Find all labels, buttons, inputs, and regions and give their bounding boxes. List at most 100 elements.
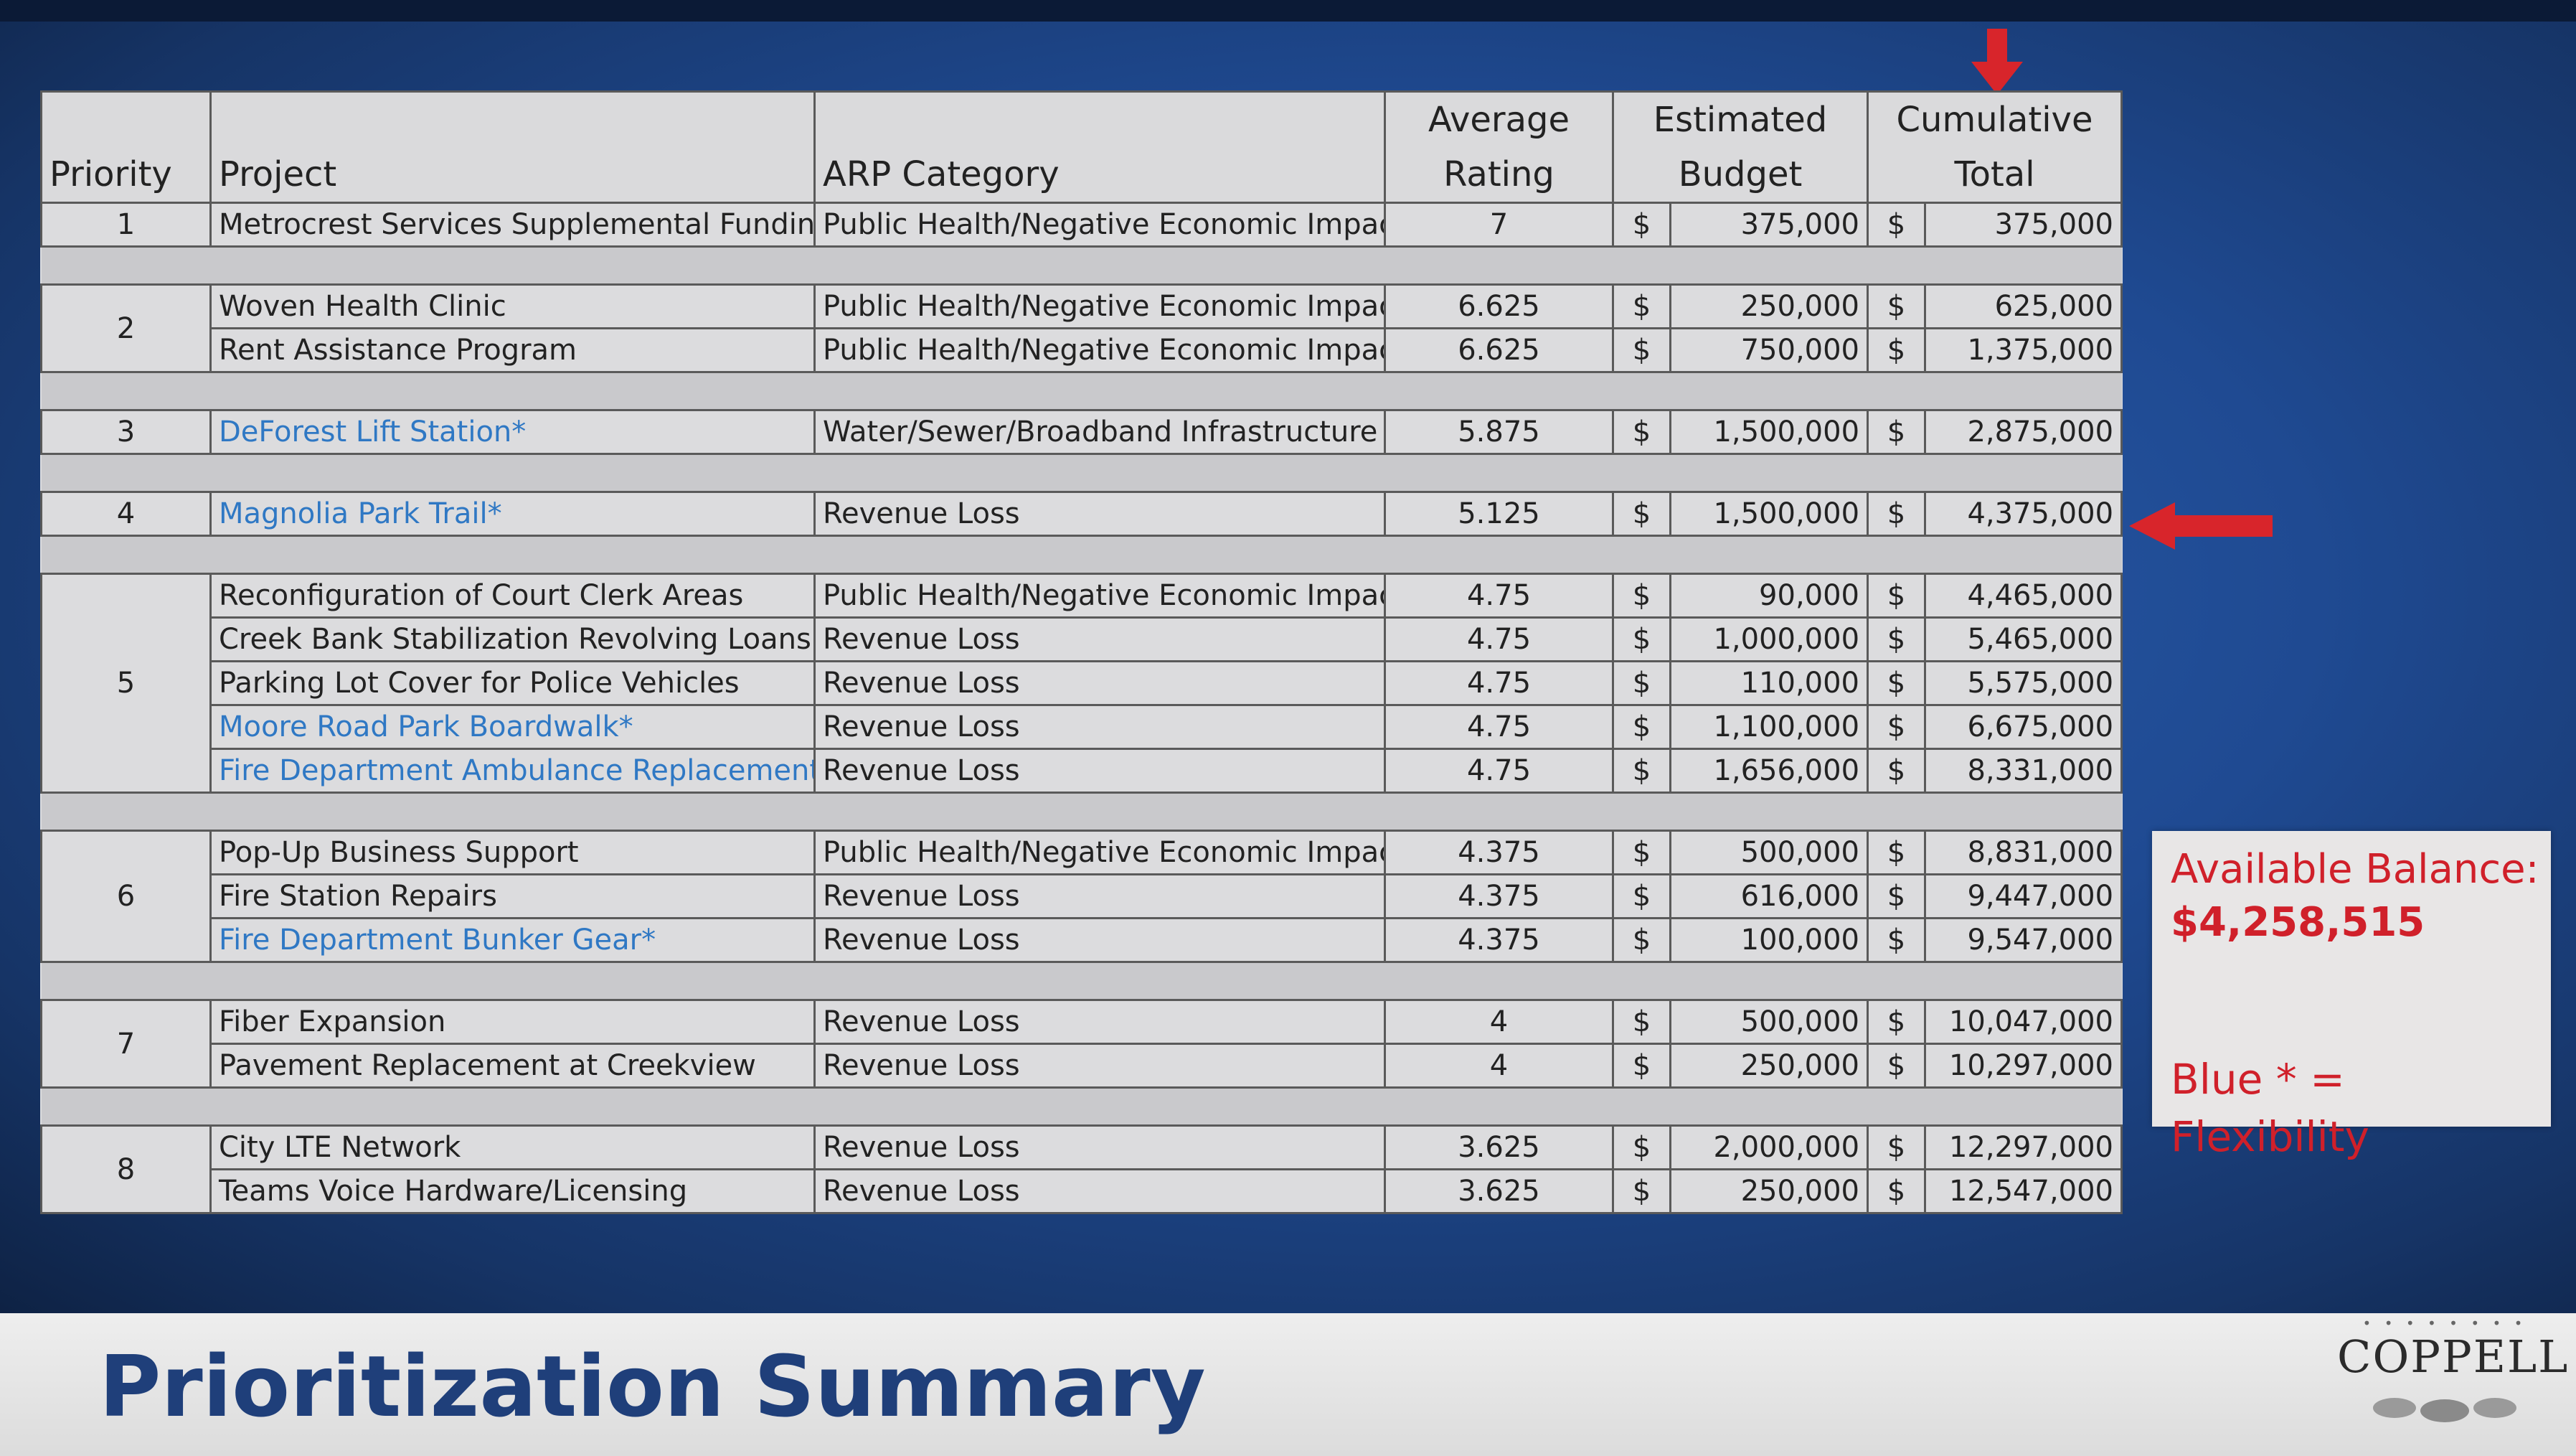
slide-title: Prioritization Summary: [99, 1337, 1206, 1436]
dollar-sign: $: [1867, 409, 1927, 455]
dollar-sign: $: [1612, 830, 1671, 875]
total-cell: 8,831,000: [1924, 830, 2123, 875]
table-row: Rent Assistance Program Public Health/Ne…: [42, 327, 2123, 373]
dollar-sign: $: [1867, 873, 1927, 919]
dollar-sign: $: [1867, 491, 1927, 537]
header-total-line2: Total: [1954, 154, 2035, 194]
table-row: 3 DeForest Lift Station* Water/Sewer/Bro…: [40, 409, 2123, 455]
prioritization-table-wrap: Priority Project ARP Category Average Ra…: [40, 90, 2123, 1214]
dollar-sign: $: [1867, 1168, 1927, 1214]
category-cell: Revenue Loss: [813, 999, 1386, 1045]
category-cell: Revenue Loss: [813, 704, 1386, 750]
total-cell: 1,375,000: [1924, 327, 2123, 373]
project-cell-flexible: Fire Department Ambulance Replacement*: [209, 748, 816, 794]
category-cell: Revenue Loss: [813, 660, 1386, 706]
project-cell: Metrocrest Services Supplemental Funding: [209, 202, 816, 248]
total-cell: 4,465,000: [1924, 573, 2123, 619]
total-cell: 5,575,000: [1924, 660, 2123, 706]
table-row: 8 City LTE Network Revenue Loss 3.625 $ …: [40, 1124, 2123, 1214]
table-row: Fire Department Bunker Gear* Revenue Los…: [42, 917, 2123, 963]
category-cell: Revenue Loss: [813, 616, 1386, 662]
project-cell-flexible: DeForest Lift Station*: [209, 409, 816, 455]
category-cell: Public Health/Negative Economic Impact: [813, 202, 1386, 248]
priority-cell: 7: [40, 999, 212, 1089]
project-cell-flexible: Magnolia Park Trail*: [209, 491, 816, 537]
budget-cell: 2,000,000: [1669, 1124, 1869, 1170]
budget-cell: 616,000: [1669, 873, 1869, 919]
dollar-sign: $: [1867, 1124, 1927, 1170]
group-spacer: [41, 371, 2122, 411]
header-rating-line1: Average: [1428, 100, 1570, 140]
rating-cell: 5.875: [1384, 409, 1614, 455]
budget-cell: 250,000: [1669, 1168, 1869, 1214]
available-balance-amount: $4,258,515: [2171, 899, 2425, 946]
group-spacer: [41, 535, 2122, 575]
table-row: Parking Lot Cover for Police Vehicles Re…: [42, 660, 2123, 706]
rating-cell: 4.75: [1384, 660, 1614, 706]
category-cell: Public Health/Negative Economic Impact: [813, 283, 1386, 329]
budget-cell: 500,000: [1669, 999, 1869, 1045]
dollar-sign: $: [1612, 704, 1671, 750]
project-cell: Reconfiguration of Court Clerk Areas: [209, 573, 816, 619]
dollar-sign: $: [1867, 573, 1927, 619]
project-cell: Fiber Expansion: [209, 999, 816, 1045]
project-cell: Teams Voice Hardware/Licensing: [209, 1168, 816, 1214]
group-spacer: [41, 1086, 2122, 1127]
dollar-sign: $: [1612, 1043, 1671, 1089]
total-cell: 8,331,000: [1924, 748, 2123, 794]
category-cell: Public Health/Negative Economic Impact: [813, 327, 1386, 373]
dollar-sign: $: [1612, 327, 1671, 373]
budget-cell: 250,000: [1669, 283, 1869, 329]
table-row: Pavement Replacement at Creekview Revenu…: [42, 1043, 2123, 1089]
wreath-icon: [2373, 1398, 2516, 1422]
header-total: Cumulative Total: [1867, 90, 2123, 204]
budget-cell: 750,000: [1669, 327, 1869, 373]
header-budget: Estimated Budget: [1611, 90, 1869, 204]
dollar-sign: $: [1867, 999, 1927, 1045]
title-bar: [0, 1313, 2576, 1456]
total-cell: 4,375,000: [1924, 491, 2123, 537]
table-row: Fire Station Repairs Revenue Loss 4.375 …: [42, 873, 2123, 919]
rating-cell: 3.625: [1384, 1124, 1614, 1170]
header-rating-line2: Rating: [1443, 154, 1554, 194]
budget-cell: 90,000: [1669, 573, 1869, 619]
table-row: 6 Pop-Up Business Support Public Health/…: [40, 830, 2123, 963]
group-spacer: [41, 453, 2122, 493]
available-balance-note: Available Balance: $4,258,515 Blue * = F…: [2152, 831, 2551, 1161]
rating-cell: 6.625: [1384, 283, 1614, 329]
category-cell: Public Health/Negative Economic Impact: [813, 573, 1386, 619]
table-header-row: Priority Project ARP Category Average Ra…: [40, 90, 2123, 204]
table-row: 2 Woven Health Clinic Public Health/Nega…: [40, 283, 2123, 373]
category-cell: Revenue Loss: [813, 1168, 1386, 1214]
total-cell: 9,447,000: [1924, 873, 2123, 919]
dollar-sign: $: [1867, 704, 1927, 750]
top-band: [0, 0, 2576, 22]
down-arrow-icon: [1971, 29, 2023, 95]
dollar-sign: $: [1867, 202, 1927, 248]
total-cell: 9,547,000: [1924, 917, 2123, 963]
total-cell: 375,000: [1924, 202, 2123, 248]
coppell-logo: • • • • • • • • COPPELL: [2337, 1315, 2567, 1433]
rating-cell: 4: [1384, 1043, 1614, 1089]
total-cell: 6,675,000: [1924, 704, 2123, 750]
category-cell: Revenue Loss: [813, 1124, 1386, 1170]
project-cell-flexible: Moore Road Park Boardwalk*: [209, 704, 816, 750]
project-cell: Woven Health Clinic: [209, 283, 816, 329]
table-row: 4 Magnolia Park Trail* Revenue Loss 5.12…: [40, 491, 2123, 537]
dollar-sign: $: [1612, 660, 1671, 706]
group-spacer: [41, 245, 2122, 286]
project-cell: City LTE Network: [209, 1124, 816, 1170]
rating-cell: 4.375: [1384, 830, 1614, 875]
project-cell: Pavement Replacement at Creekview: [209, 1043, 816, 1089]
project-cell: Creek Bank Stabilization Revolving Loans: [209, 616, 816, 662]
dollar-sign: $: [1867, 830, 1927, 875]
group-spacer: [41, 792, 2122, 832]
category-cell: Revenue Loss: [813, 491, 1386, 537]
total-cell: 10,297,000: [1924, 1043, 2123, 1089]
flexibility-legend: Blue * = Flexibility: [2171, 1055, 2369, 1161]
priority-cell: 6: [40, 830, 212, 963]
project-cell: Pop-Up Business Support: [209, 830, 816, 875]
rating-cell: 4: [1384, 999, 1614, 1045]
dollar-sign: $: [1867, 283, 1927, 329]
budget-cell: 1,656,000: [1669, 748, 1869, 794]
